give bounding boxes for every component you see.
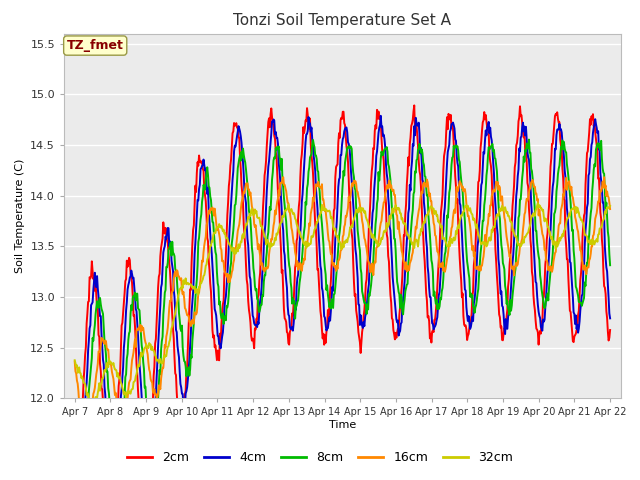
X-axis label: Time: Time [329,420,356,430]
Text: TZ_fmet: TZ_fmet [67,39,124,52]
Title: Tonzi Soil Temperature Set A: Tonzi Soil Temperature Set A [234,13,451,28]
Y-axis label: Soil Temperature (C): Soil Temperature (C) [15,159,25,273]
Legend: 2cm, 4cm, 8cm, 16cm, 32cm: 2cm, 4cm, 8cm, 16cm, 32cm [122,446,518,469]
